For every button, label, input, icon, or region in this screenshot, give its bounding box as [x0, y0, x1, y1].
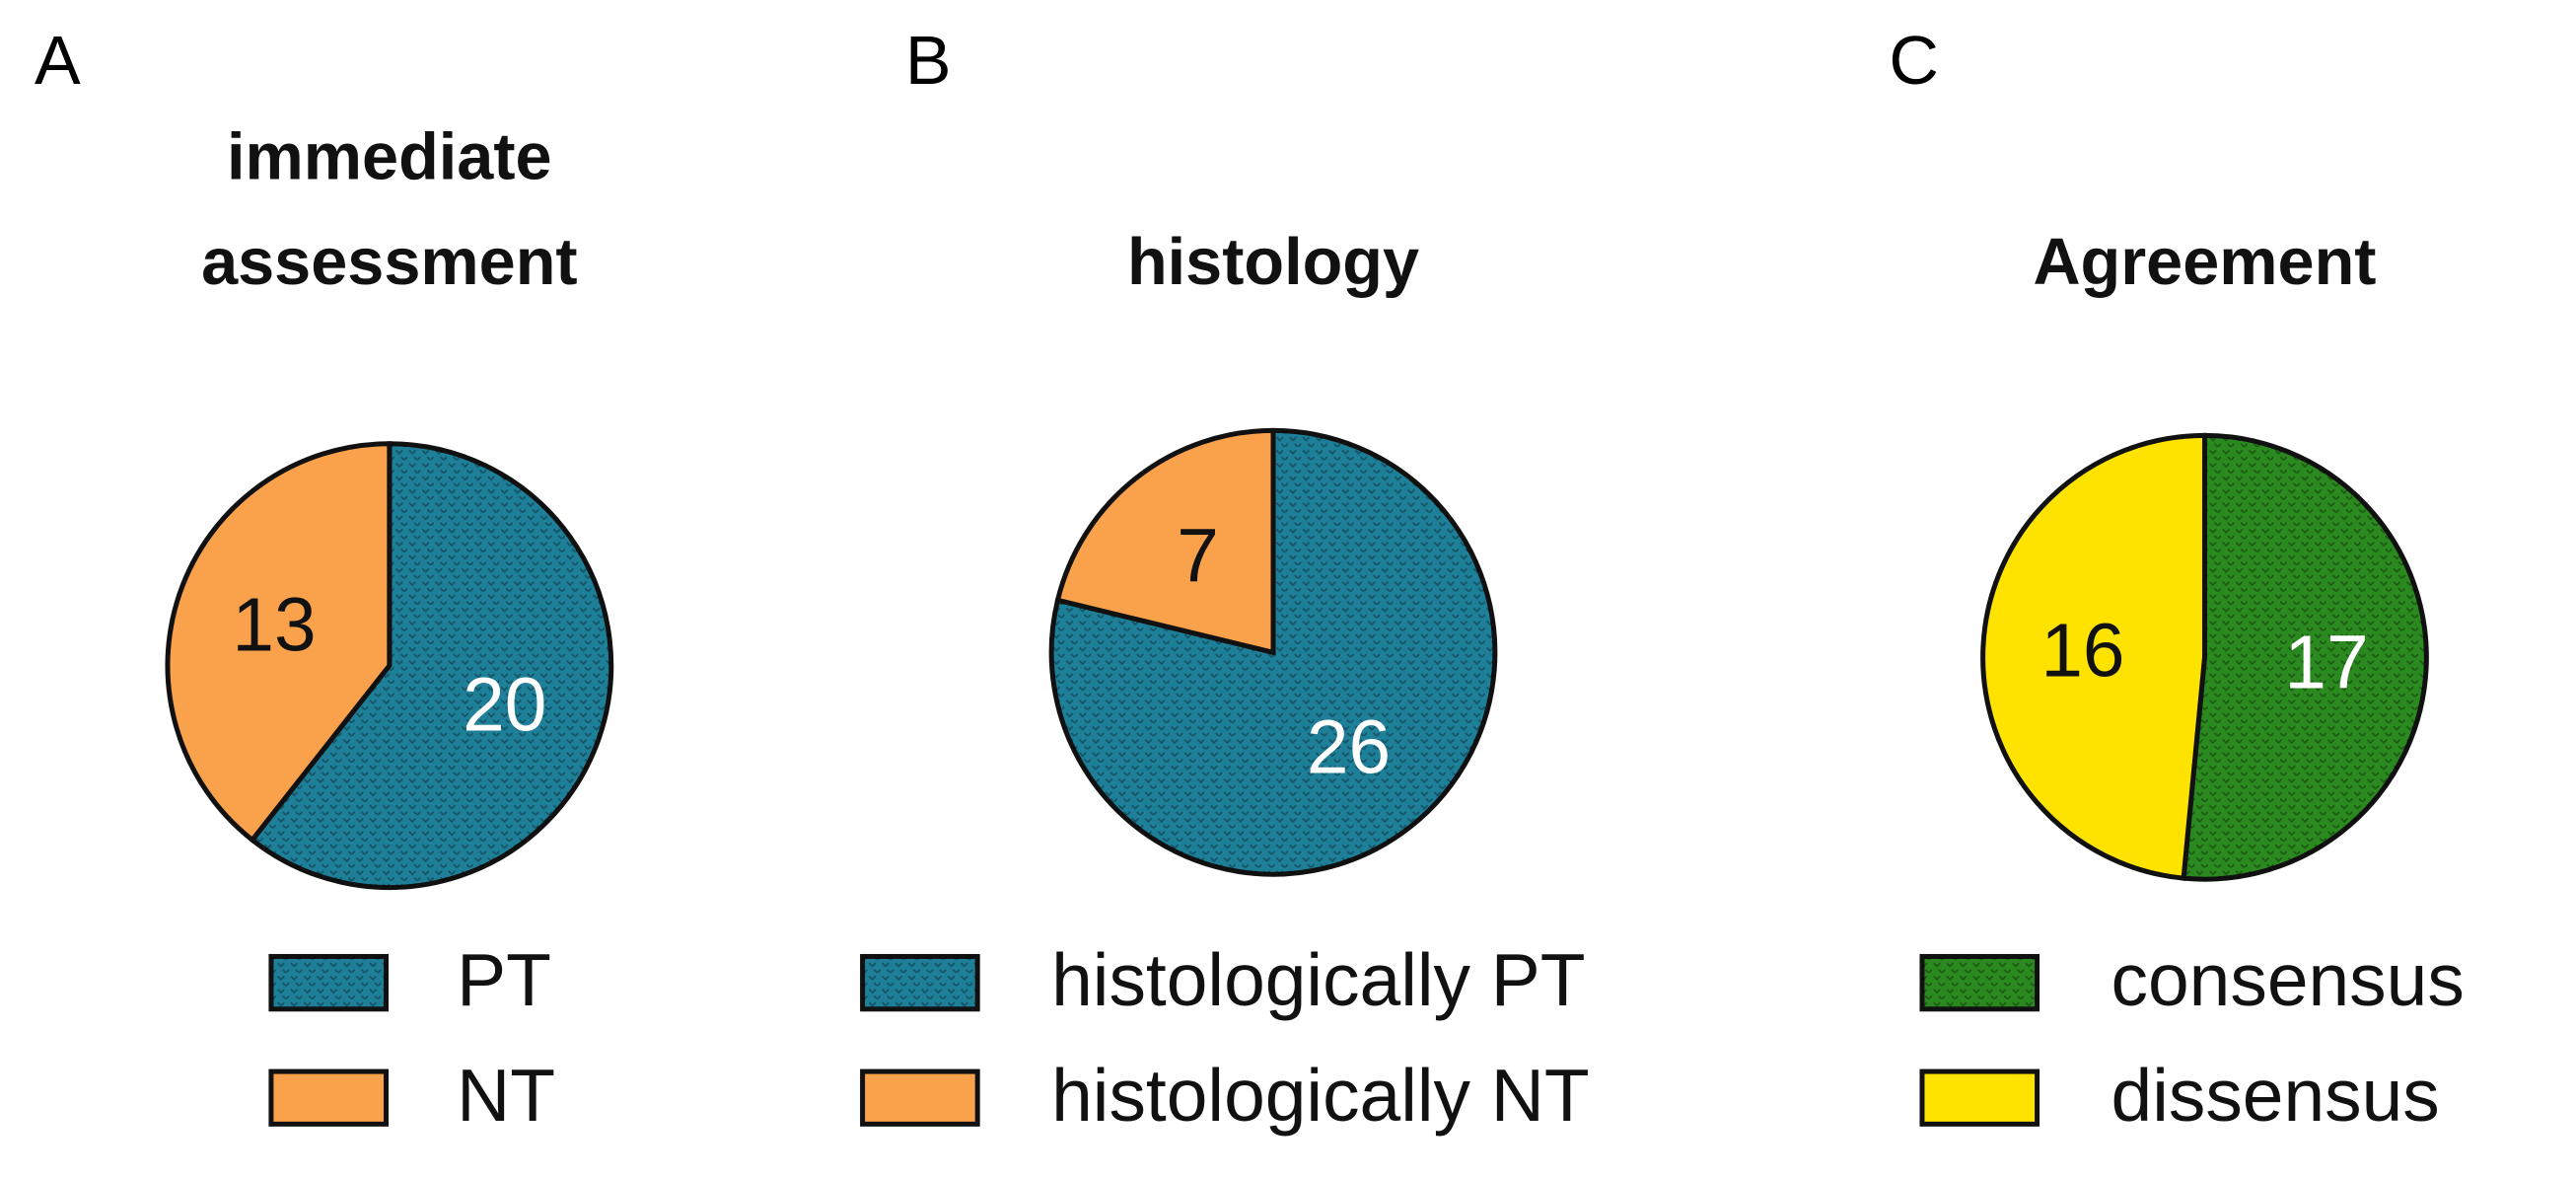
legend-swatch	[860, 1068, 980, 1127]
pie-slice	[1054, 427, 1276, 656]
slice-texture	[251, 443, 611, 888]
swatch-texture	[1921, 956, 2038, 1009]
value-label: 17	[2284, 621, 2368, 704]
chart-title: immediate assessment	[201, 121, 578, 300]
swatch-texture	[862, 956, 978, 1009]
swatch-texture	[270, 956, 387, 1009]
value-label: 20	[463, 663, 546, 747]
legend-label: consensus	[2111, 938, 2465, 1021]
pie-slice	[1980, 432, 2207, 881]
title-box: immediate assessment	[201, 121, 578, 300]
value-label: 7	[1177, 514, 1219, 598]
legend-label: histologically PT	[1051, 938, 1585, 1021]
chart-title: Agreement	[2033, 226, 2377, 300]
pie-slice	[165, 441, 393, 844]
chart-title: histology	[1126, 226, 1420, 300]
slice-texture	[2183, 435, 2427, 880]
legend-label: NT	[457, 1054, 555, 1137]
value-label: 16	[2040, 610, 2124, 694]
legend-swatch	[1919, 1068, 2040, 1127]
legend-label: PT	[457, 938, 551, 1021]
value-label: 13	[232, 583, 316, 667]
title-box: histology	[1126, 226, 1420, 300]
panel-label: C	[1889, 22, 1939, 99]
panel-label: B	[905, 22, 952, 99]
value-label: 26	[1307, 706, 1391, 790]
legend-swatch	[268, 1068, 390, 1127]
title-box: Agreement	[2033, 226, 2377, 300]
panel-label: A	[35, 22, 81, 99]
legend-label: dissensus	[2111, 1054, 2440, 1137]
legend-label: histologically NT	[1051, 1054, 1590, 1137]
